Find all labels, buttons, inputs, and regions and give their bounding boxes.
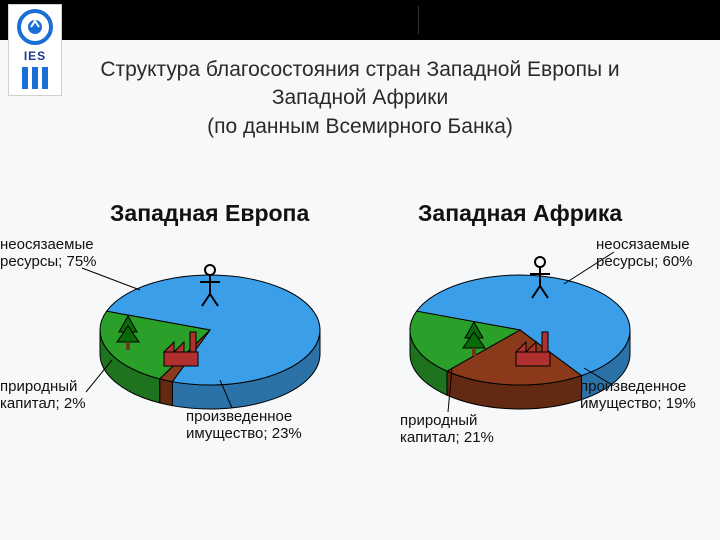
pie-slice-side	[100, 330, 160, 403]
tree-icon	[463, 322, 485, 356]
slice-label: природный капитал; 21%	[400, 412, 494, 447]
person-icon	[200, 265, 220, 306]
pie-slice-side	[410, 330, 447, 395]
title-line: Западной Африки	[70, 84, 650, 112]
ies-logo: IES	[8, 4, 62, 96]
leader-line	[82, 268, 140, 290]
leader-line	[86, 360, 112, 392]
logo-bars-icon	[22, 67, 48, 89]
leader-line	[220, 380, 232, 408]
tree-icon	[117, 316, 139, 350]
title-line: Структура благосостояния стран Западной …	[70, 56, 650, 84]
pie-slice	[447, 330, 582, 385]
slice-label: неосязаемые ресурсы; 60%	[596, 236, 693, 271]
factory-icon	[164, 332, 198, 366]
pie-slice	[417, 275, 630, 376]
pie-slice-side	[447, 371, 582, 409]
pie-slice	[160, 330, 210, 382]
slice-label: природный капитал; 2%	[0, 378, 86, 413]
chart-title: Западная Африка	[418, 200, 622, 227]
page-title: Структура благосостояния стран Западной …	[70, 56, 650, 141]
slice-label: неосязаемые ресурсы; 75%	[0, 236, 97, 271]
factory-icon	[516, 332, 550, 366]
pie-slice	[100, 311, 210, 379]
topbar-accent	[418, 0, 720, 40]
chart-title: Западная Европа	[110, 200, 309, 227]
logo-text: IES	[24, 49, 46, 63]
pie-slice-side	[160, 379, 173, 406]
slice-label: произведенное имущество; 19%	[580, 378, 696, 413]
pie-slice	[107, 275, 320, 385]
leader-line	[448, 368, 452, 412]
pie-slice	[410, 311, 520, 371]
person-icon	[530, 257, 550, 298]
pie-slice-side	[172, 330, 320, 409]
slice-label: произведенное имущество; 23%	[186, 408, 302, 443]
title-line: (по данным Всемирного Банка)	[70, 113, 650, 141]
logo-ring-icon	[15, 7, 55, 47]
